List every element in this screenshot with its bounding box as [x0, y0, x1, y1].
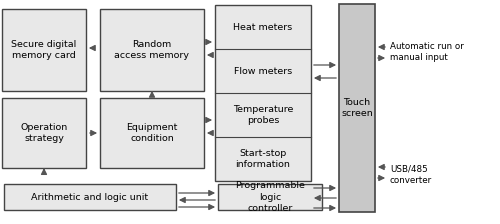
Text: Equipment
condition: Equipment condition: [126, 123, 178, 143]
Text: Arithmetic and logic unit: Arithmetic and logic unit: [32, 192, 148, 202]
Text: Flow meters: Flow meters: [234, 67, 292, 75]
Bar: [100, 9, 204, 91]
Text: Automatic run or
manual input: Automatic run or manual input: [390, 42, 464, 62]
Bar: [4, 184, 176, 210]
Text: Operation
strategy: Operation strategy: [20, 123, 68, 143]
Text: Programmable
logic
controller: Programmable logic controller: [235, 181, 305, 213]
Text: USB/485
converter: USB/485 converter: [390, 165, 432, 185]
Bar: [218, 184, 322, 210]
Bar: [2, 9, 86, 91]
Text: Heat meters: Heat meters: [234, 22, 292, 32]
Text: Random
access memory: Random access memory: [114, 40, 190, 60]
Bar: [215, 5, 311, 181]
Bar: [2, 98, 86, 168]
Bar: [339, 4, 375, 212]
Text: Start-stop
information: Start-stop information: [236, 149, 290, 169]
Text: Touch
screen: Touch screen: [341, 98, 373, 118]
Text: Temperature
probes: Temperature probes: [233, 105, 293, 125]
Bar: [100, 98, 204, 168]
Text: Secure digital
memory card: Secure digital memory card: [12, 40, 76, 60]
